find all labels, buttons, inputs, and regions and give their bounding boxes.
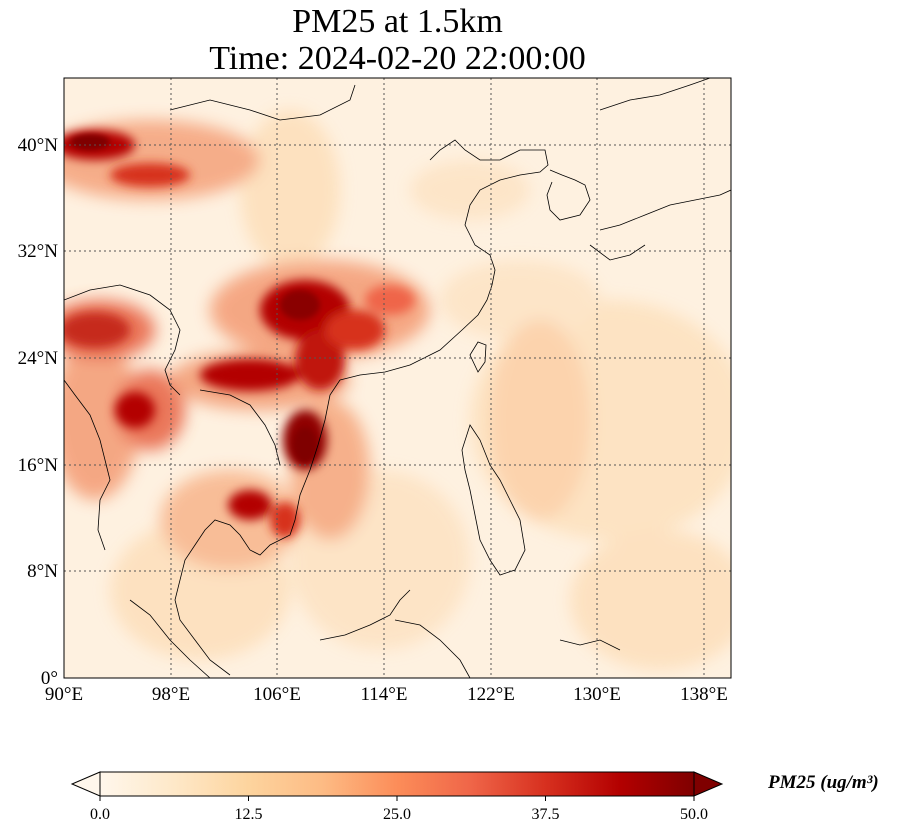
lat-tick-label: 16°N (18, 455, 59, 476)
colorbar-tick-label: 0.0 (90, 806, 110, 823)
colorbar-tick-label: 25.0 (383, 806, 411, 823)
lon-tick-label: 122°E (467, 684, 515, 705)
lon-tick-label: 90°E (45, 684, 83, 705)
lat-tick-labels: 0° 8°N 16°N 24°N 32°N 40°N (18, 135, 59, 689)
colorbar-label: PM25 (ug/m³) (768, 772, 879, 793)
lon-tick-labels: 90°E 98°E 106°E 114°E 122°E 130°E 138°E (45, 684, 728, 705)
colorbar-gradient (99, 771, 695, 797)
lat-tick-label: 40°N (18, 135, 59, 156)
colorbar: 0.0 12.5 25.0 37.5 50.0 (70, 771, 724, 823)
lon-tick-label: 138°E (680, 684, 728, 705)
pm25-field (64, 78, 731, 678)
map-title-line2: Time: 2024-02-20 22:00:00 (209, 40, 586, 77)
map-title-line1: PM25 at 1.5km (292, 3, 503, 40)
gridlines (64, 78, 731, 678)
lon-tick-label: 130°E (573, 684, 621, 705)
lat-tick-label: 0° (41, 668, 58, 689)
lat-tick-label: 24°N (18, 348, 59, 369)
lat-tick-label: 8°N (27, 561, 58, 582)
lon-tick-label: 114°E (361, 684, 408, 705)
colorbar-tick-label: 37.5 (532, 806, 560, 823)
lat-tick-label: 32°N (18, 241, 59, 262)
coastlines (64, 78, 731, 678)
map-frame (63, 77, 732, 679)
colorbar-tick-label: 12.5 (235, 806, 263, 823)
lon-tick-label: 98°E (152, 684, 190, 705)
lon-tick-label: 106°E (253, 684, 301, 705)
colorbar-tick-label: 50.0 (680, 806, 708, 823)
colorbar-max-extend (693, 771, 724, 797)
colorbar-min-extend (70, 771, 101, 797)
